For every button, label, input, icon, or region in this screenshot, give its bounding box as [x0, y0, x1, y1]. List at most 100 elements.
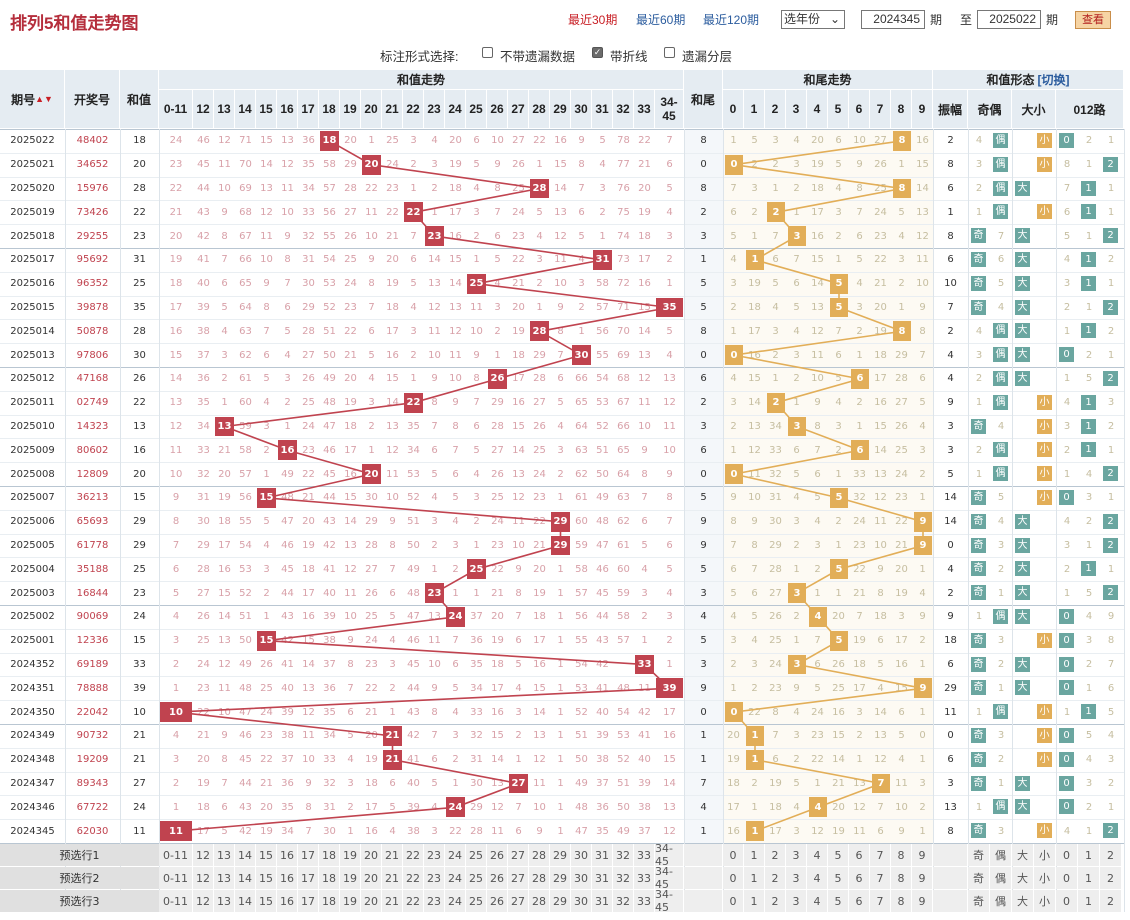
preselect-form-cell[interactable]: 0 [1056, 890, 1077, 912]
preselect-sum-cell[interactable]: 12 [193, 844, 213, 866]
option-checkbox-no-miss[interactable] [482, 47, 493, 58]
draw-cell[interactable]: 90069 [76, 611, 109, 623]
preselect-sum-cell[interactable]: 21 [382, 867, 402, 889]
preselect-form-cell[interactable]: 小 [1034, 867, 1055, 889]
preselect-form-cell[interactable]: 奇 [968, 844, 989, 866]
preselect-tail-cell[interactable]: 7 [870, 844, 890, 866]
option-checkbox-line[interactable]: ✓ [592, 47, 603, 58]
preselect-sum-cell[interactable]: 17 [298, 890, 318, 912]
preselect-sum-cell[interactable]: 34-45 [655, 842, 683, 868]
switch-link[interactable]: [切换] [1037, 73, 1070, 87]
preselect-sum-cell[interactable]: 14 [235, 844, 255, 866]
preselect-form-cell[interactable]: 2 [1100, 844, 1121, 866]
preselect-sum-cell[interactable]: 34-45 [655, 865, 683, 891]
draw-cell[interactable]: 39878 [76, 301, 109, 313]
draw-cell[interactable]: 36213 [76, 492, 109, 504]
preselect-sum-cell[interactable]: 32 [613, 867, 633, 889]
preselect-sum-cell[interactable]: 26 [487, 890, 507, 912]
preselect-sum-cell[interactable]: 25 [466, 844, 486, 866]
preselect-sum-cell[interactable]: 32 [613, 890, 633, 912]
preselect-sum-cell[interactable]: 33 [634, 844, 654, 866]
preselect-form-cell[interactable]: 大 [1012, 844, 1033, 866]
range-link-60[interactable]: 最近60期 [636, 13, 686, 27]
draw-cell[interactable]: 62030 [76, 825, 109, 837]
preselect-sum-cell[interactable]: 13 [214, 844, 234, 866]
preselect-sum-cell[interactable]: 26 [487, 867, 507, 889]
from-period-input[interactable]: 2024345 [861, 10, 925, 29]
preselect-tail-cell[interactable]: 3 [786, 867, 806, 889]
preselect-sum-cell[interactable]: 27 [508, 890, 528, 912]
preselect-sum-cell[interactable]: 18 [319, 890, 339, 912]
preselect-sum-cell[interactable]: 31 [592, 844, 612, 866]
preselect-form-cell[interactable]: 小 [1034, 890, 1055, 912]
preselect-sum-cell[interactable]: 25 [466, 867, 486, 889]
draw-cell[interactable]: 96352 [76, 278, 109, 290]
preselect-tail-cell[interactable]: 0 [723, 867, 743, 889]
preselect-sum-cell[interactable]: 23 [424, 890, 444, 912]
preselect-sum-cell[interactable]: 23 [424, 867, 444, 889]
draw-cell[interactable]: 15976 [76, 182, 109, 194]
draw-cell[interactable]: 29255 [76, 230, 109, 242]
preselect-form-cell[interactable]: 偶 [990, 844, 1011, 866]
option-checkbox-layered[interactable] [664, 47, 675, 58]
preselect-sum-cell[interactable]: 29 [550, 867, 570, 889]
preselect-tail-cell[interactable]: 1 [744, 867, 764, 889]
preselect-sum-cell[interactable]: 28 [529, 844, 549, 866]
preselect-sum-cell[interactable]: 18 [319, 844, 339, 866]
draw-cell[interactable]: 50878 [76, 325, 109, 337]
preselect-sum-cell[interactable]: 30 [571, 890, 591, 912]
preselect-form-cell[interactable]: 大 [1012, 867, 1033, 889]
preselect-sum-cell[interactable]: 31 [592, 867, 612, 889]
preselect-tail-cell[interactable]: 1 [744, 844, 764, 866]
preselect-sum-cell[interactable]: 0-11 [159, 890, 192, 912]
preselect-sum-cell[interactable]: 0-11 [159, 844, 192, 866]
preselect-sum-cell[interactable]: 16 [277, 890, 297, 912]
preselect-sum-cell[interactable]: 15 [256, 890, 276, 912]
preselect-sum-cell[interactable]: 19 [340, 890, 360, 912]
preselect-sum-cell[interactable]: 27 [508, 867, 528, 889]
preselect-tail-cell[interactable]: 1 [744, 890, 764, 912]
draw-cell[interactable]: 69189 [76, 658, 109, 670]
preselect-sum-cell[interactable]: 31 [592, 890, 612, 912]
draw-cell[interactable]: 02749 [76, 397, 109, 409]
preselect-tail-cell[interactable]: 9 [912, 867, 932, 889]
preselect-sum-cell[interactable]: 20 [361, 890, 381, 912]
preselect-sum-cell[interactable]: 21 [382, 890, 402, 912]
sort-icon[interactable]: ▲▼ [35, 94, 53, 104]
preselect-sum-cell[interactable]: 24 [445, 867, 465, 889]
preselect-tail-cell[interactable]: 3 [786, 890, 806, 912]
preselect-form-cell[interactable]: 2 [1100, 890, 1121, 912]
preselect-sum-cell[interactable]: 23 [424, 844, 444, 866]
preselect-sum-cell[interactable]: 12 [193, 867, 213, 889]
preselect-tail-cell[interactable]: 2 [765, 844, 785, 866]
preselect-sum-cell[interactable]: 19 [340, 844, 360, 866]
preselect-form-cell[interactable]: 2 [1100, 867, 1121, 889]
preselect-tail-cell[interactable]: 6 [849, 867, 869, 889]
header-period[interactable]: 期号 ▲▼ [0, 70, 65, 129]
preselect-sum-cell[interactable]: 28 [529, 867, 549, 889]
preselect-sum-cell[interactable]: 0-11 [159, 867, 192, 889]
preselect-tail-cell[interactable]: 8 [891, 844, 911, 866]
preselect-sum-cell[interactable]: 14 [235, 890, 255, 912]
preselect-sum-cell[interactable]: 22 [403, 844, 423, 866]
preselect-tail-cell[interactable]: 7 [870, 867, 890, 889]
preselect-tail-cell[interactable]: 5 [828, 890, 848, 912]
preselect-tail-cell[interactable]: 8 [891, 867, 911, 889]
preselect-form-cell[interactable]: 小 [1034, 844, 1055, 866]
year-select[interactable]: 选年份 ⌄ [781, 10, 845, 29]
preselect-tail-cell[interactable]: 3 [786, 844, 806, 866]
preselect-sum-cell[interactable]: 33 [634, 867, 654, 889]
to-period-input[interactable]: 2025022 [977, 10, 1041, 29]
draw-cell[interactable]: 65693 [76, 516, 109, 528]
draw-cell[interactable]: 67722 [76, 801, 109, 813]
draw-cell[interactable]: 12336 [76, 635, 109, 647]
preselect-sum-cell[interactable]: 18 [319, 867, 339, 889]
preselect-form-cell[interactable]: 奇 [968, 890, 989, 912]
range-link-30[interactable]: 最近30期 [568, 13, 618, 27]
draw-cell[interactable]: 47168 [76, 373, 109, 385]
preselect-sum-cell[interactable]: 24 [445, 890, 465, 912]
preselect-sum-cell[interactable]: 24 [445, 844, 465, 866]
preselect-sum-cell[interactable]: 16 [277, 844, 297, 866]
preselect-tail-cell[interactable]: 4 [807, 890, 827, 912]
preselect-form-cell[interactable]: 1 [1078, 890, 1099, 912]
